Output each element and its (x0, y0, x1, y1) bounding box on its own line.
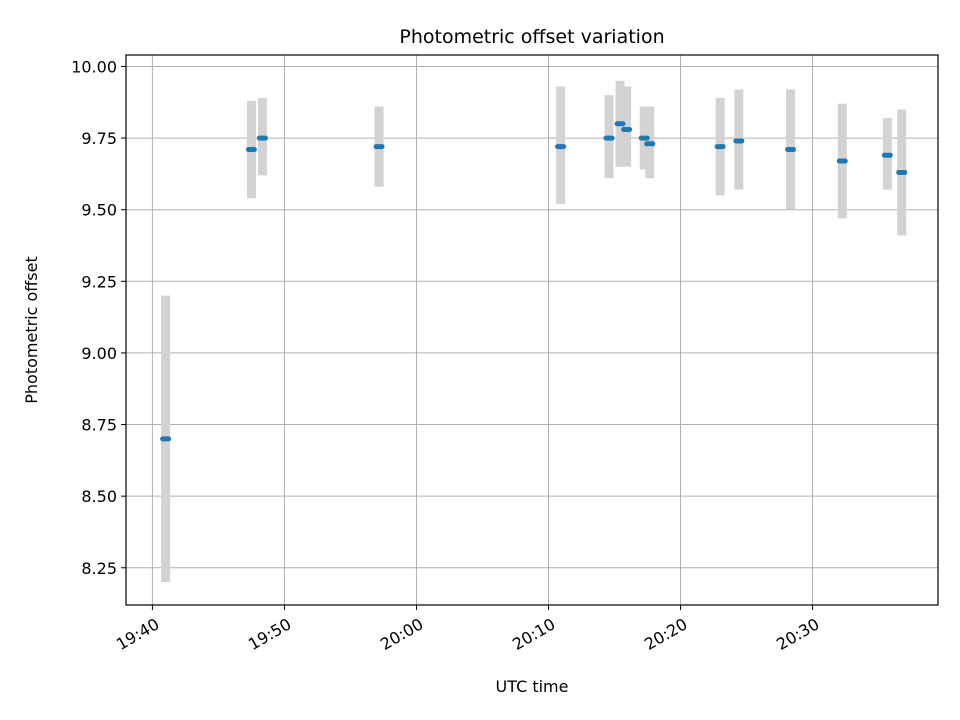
y-tick-label: 10.00 (71, 57, 117, 76)
y-tick-label: 8.25 (81, 559, 117, 578)
data-point (644, 141, 656, 147)
chart-title: Photometric offset variation (399, 26, 664, 48)
data-point (714, 144, 726, 150)
data-point (245, 147, 257, 153)
data-point (785, 147, 797, 153)
data-point (555, 144, 567, 150)
data-point (621, 126, 633, 132)
data-point (836, 158, 848, 164)
data-point (896, 169, 908, 175)
data-point (614, 121, 626, 127)
y-tick-label: 9.75 (81, 129, 117, 148)
y-axis-title: Photometric offset (22, 256, 41, 404)
grid-lines (126, 55, 938, 605)
y-tick-label: 8.50 (81, 487, 117, 506)
data-point (256, 135, 268, 141)
y-tick-label: 9.00 (81, 344, 117, 363)
data-point (733, 138, 745, 144)
data-points (160, 121, 908, 442)
data-point (160, 436, 172, 442)
x-axis-title: UTC time (496, 677, 569, 696)
y-tick-label: 9.50 (81, 201, 117, 220)
data-point (881, 152, 893, 158)
data-point (373, 144, 385, 150)
y-tick-label: 8.75 (81, 416, 117, 435)
data-point (638, 135, 650, 141)
plot-frame (125, 54, 939, 606)
y-tick-label: 9.25 (81, 272, 117, 291)
data-point (603, 135, 615, 141)
error-bar (622, 86, 632, 167)
